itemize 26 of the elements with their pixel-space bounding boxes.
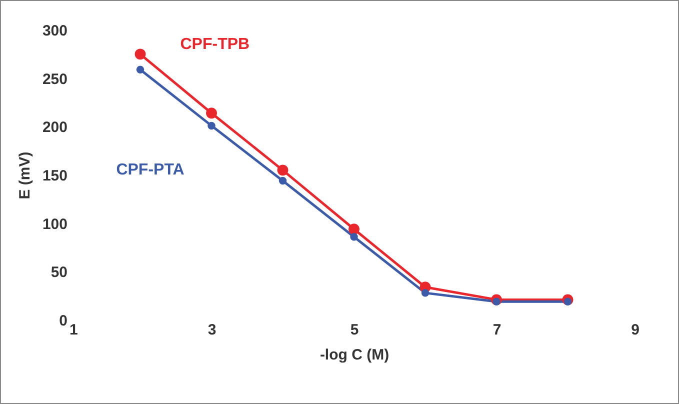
point [421,289,430,297]
point [350,233,358,241]
point [136,66,144,74]
point [348,224,360,235]
y-tick-label: 300 [42,22,68,40]
point [208,122,216,130]
point [278,176,287,185]
point [134,48,146,60]
series-label: CPF-TPB [180,36,250,54]
point [564,298,572,306]
x-tick-label: 3 [208,322,216,338]
x-tick-label: 7 [492,322,502,338]
y-tick-label: 200 [42,119,68,136]
point [206,108,217,119]
x-tick-label: 9 [631,322,640,338]
x-axis-title: -log C (M) [320,346,390,364]
x-tick-label: 5 [350,322,359,338]
y-tick-label: 250 [42,70,68,88]
point [277,164,288,176]
text: CPF-PTA [116,162,185,179]
y-tick-label: 150 [42,168,68,184]
x-tick-label: 1 [70,322,78,338]
y-tick-label: 50 [50,264,68,282]
y-axis-title: E (mV) [16,152,34,200]
y-tick-label: 100 [42,216,68,233]
y-tick-label: 0 [59,312,68,330]
